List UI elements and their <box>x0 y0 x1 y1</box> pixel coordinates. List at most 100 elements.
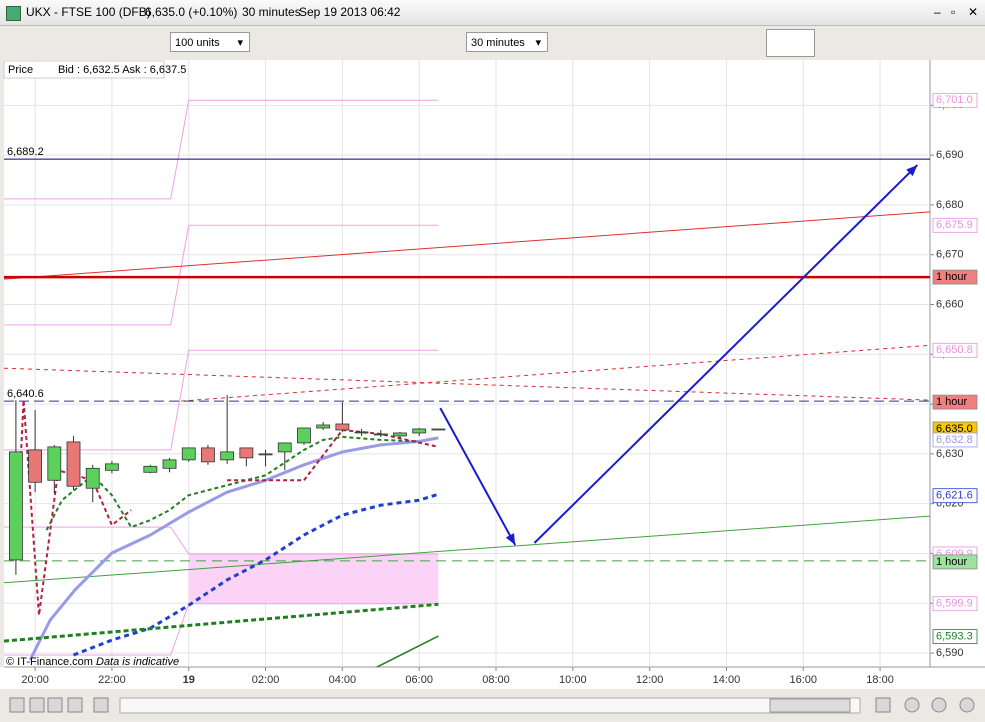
candle-body <box>162 459 177 469</box>
title-bar: UKX - FTSE 100 (DFB) 6,635.0 (+0.10%) 30… <box>0 0 985 26</box>
price-marker <box>932 269 978 285</box>
x-tick-label: 18:00 <box>866 674 894 686</box>
units-select[interactable]: 100 units <box>170 32 250 53</box>
x-tick-label: 16:00 <box>789 674 817 686</box>
candle-body <box>258 453 273 456</box>
tool-button[interactable] <box>47 697 63 713</box>
interval-select[interactable]: 30 minutes <box>466 32 548 53</box>
overlay-line <box>72 492 439 657</box>
overlay-line <box>4 224 439 326</box>
app-icon <box>6 6 21 21</box>
candle-body <box>181 447 196 461</box>
price-marker-label: 6,599.9 <box>936 598 973 610</box>
zoom-out[interactable] <box>904 697 920 713</box>
overlay-line <box>4 603 439 656</box>
candle-body <box>66 441 81 487</box>
x-tick-label: 04:00 <box>329 674 357 686</box>
disclaimer: Data is indicative <box>96 656 179 668</box>
candle-body <box>412 428 427 434</box>
price-marker-label: 6,593.3 <box>936 631 973 643</box>
candle-body <box>220 451 235 461</box>
restore-button[interactable]: ▫ <box>951 5 956 19</box>
symbol: UKX - FTSE 100 (DFB) <box>26 5 151 19</box>
overlay-line <box>4 367 930 401</box>
price-marker-label: 1 hour <box>936 396 968 408</box>
close-button[interactable]: ✕ <box>968 5 979 19</box>
x-tick-label: 22:00 <box>98 674 126 686</box>
scrollbar[interactable] <box>119 697 861 714</box>
x-tick-label: 10:00 <box>559 674 587 686</box>
candle-body <box>28 449 43 483</box>
x-tick-label: 08:00 <box>482 674 510 686</box>
price-marker <box>932 629 978 645</box>
bid-ask: Bid : 6,632.5 Ask : 6,637.5 <box>58 64 186 76</box>
line-label: 6,640.6 <box>7 388 44 400</box>
candle-body <box>335 423 350 431</box>
price-marker <box>932 342 978 358</box>
datetime: Sep 19 2013 06:42 <box>299 5 401 19</box>
candle-body <box>201 447 215 463</box>
x-tick-label: 20:00 <box>21 674 49 686</box>
tool-button[interactable] <box>93 697 109 713</box>
y-tick-label: 6,670 <box>936 249 964 261</box>
y-tick-label: 6,690 <box>936 149 964 161</box>
x-tick-label: 19 <box>183 674 195 686</box>
zoom-in[interactable] <box>959 697 975 713</box>
y-tick-label: 6,660 <box>936 298 964 310</box>
overlay-line <box>4 602 439 643</box>
timeframe: 30 minutes <box>242 5 301 19</box>
toolbar-buttons <box>9 697 975 713</box>
overlay-line <box>4 349 439 451</box>
line-label: 6,689.2 <box>7 146 44 158</box>
overlay-line <box>4 515 930 584</box>
price-marker <box>932 488 978 504</box>
price-marker-label: 6,650.8 <box>936 344 973 356</box>
zoom-reset[interactable] <box>931 697 947 713</box>
candle-body <box>47 446 62 481</box>
price-marker <box>932 554 978 570</box>
tool-button[interactable] <box>67 697 83 713</box>
arrow <box>439 407 517 546</box>
price-label: Price <box>8 64 33 76</box>
price-marker-label: 1 hour <box>936 271 968 283</box>
price-info-box <box>3 60 165 79</box>
tool-button[interactable] <box>9 697 25 713</box>
time-axis <box>0 667 985 689</box>
scrollbar-thumb[interactable] <box>769 698 851 713</box>
candle-body <box>239 447 254 459</box>
x-tick-label: 02:00 <box>252 674 280 686</box>
tool-button[interactable] <box>29 697 45 713</box>
tool-button[interactable] <box>875 697 891 713</box>
x-tick-label: 14:00 <box>713 674 741 686</box>
candle-body <box>373 433 388 436</box>
price-marker <box>932 394 978 410</box>
overlay-line <box>28 436 439 661</box>
minimize-button[interactable]: – <box>934 5 941 19</box>
arrow-head <box>505 533 516 546</box>
overlay-line <box>45 435 420 531</box>
indicator-button[interactable] <box>766 29 815 57</box>
candle-body <box>9 451 23 561</box>
price-marker-label: 6,635.0 <box>936 423 973 435</box>
price-marker-label: 6,621.6 <box>936 490 973 502</box>
price-marker-label: 6,701.0 <box>936 94 973 106</box>
overlay-line <box>4 99 439 200</box>
plot-area <box>4 60 930 667</box>
price-marker <box>932 432 978 448</box>
price-marker-label: 6,632.8 <box>936 434 973 446</box>
overlay-line <box>375 635 439 667</box>
arrow-head <box>906 165 918 177</box>
candle-body <box>316 424 331 429</box>
x-tick-label: 06:00 <box>405 674 433 686</box>
copyright: © IT-Finance.com <box>6 656 93 668</box>
y-tick-label: 6,630 <box>936 448 964 460</box>
candle-body <box>354 431 369 434</box>
y-tick-label: 6,680 <box>936 199 964 211</box>
candle-body <box>105 463 119 471</box>
price-marker-label: 1 hour <box>936 556 968 568</box>
candle-body <box>297 427 311 444</box>
y-tick-label: 6,590 <box>936 647 964 659</box>
candle-body <box>277 442 292 453</box>
